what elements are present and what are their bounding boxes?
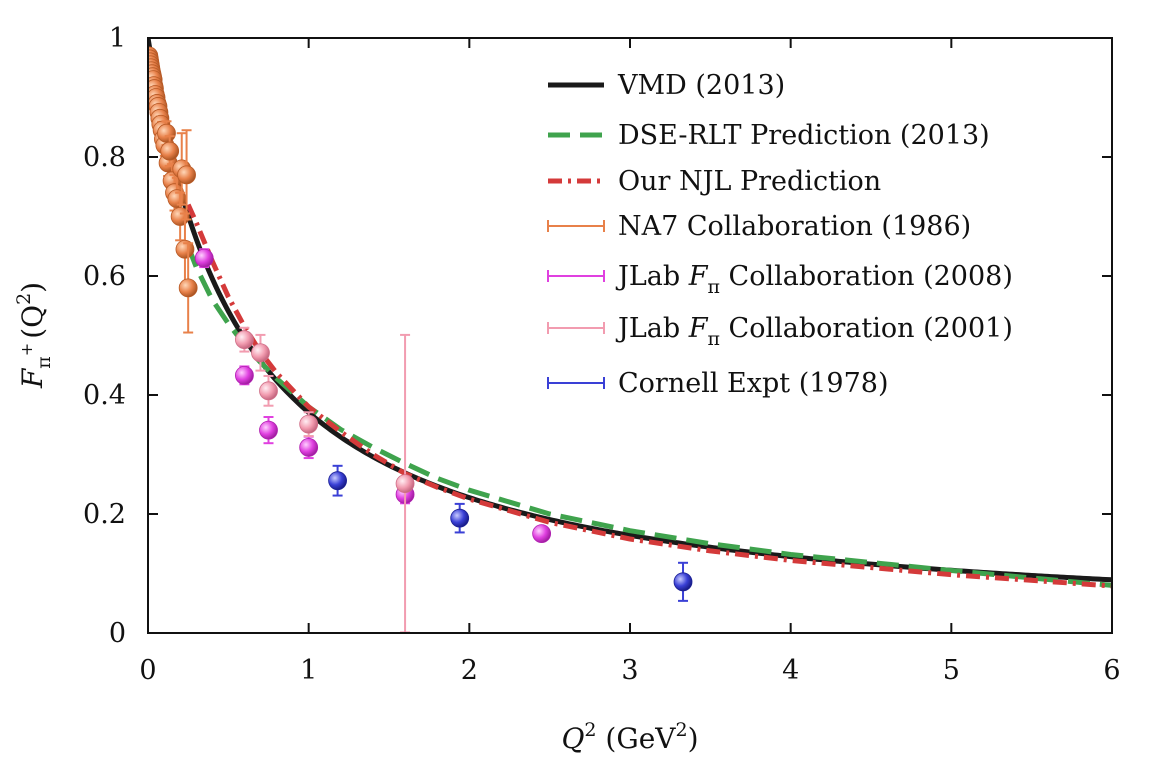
legend-swatch-cornell xyxy=(547,377,605,389)
data-point xyxy=(157,123,176,143)
legend-entry-njl: Our NJL Prediction xyxy=(548,166,881,197)
y-axis-title: Fπ+(Q2) xyxy=(13,282,55,389)
legend-entry-dse: DSE-RLT Prediction (2013) xyxy=(548,120,990,151)
y-tick-label: 0.2 xyxy=(83,499,126,530)
x-tick-label: 5 xyxy=(943,655,960,686)
legend-entry-vmd: VMD (2013) xyxy=(548,70,785,101)
curve-dse xyxy=(185,245,1112,588)
data-point xyxy=(234,330,254,350)
data-point xyxy=(328,471,347,491)
legend: VMD (2013) DSE-RLT Prediction (2013) Our… xyxy=(547,70,1013,399)
x-tick-label: 1 xyxy=(300,655,317,686)
legend-entry-jlab2008: JLab Fπ Collaboration (2008) xyxy=(547,261,1013,298)
legend-label-vmd: VMD (2013) xyxy=(617,70,785,101)
legend-label-njl: Our NJL Prediction xyxy=(618,166,881,197)
x-axis-title: Q2 (GeV2) xyxy=(561,719,698,755)
y-tick-label: 1 xyxy=(109,23,126,54)
data-point xyxy=(395,474,415,494)
data-point xyxy=(251,343,270,363)
legend-label-na7: NA7 Collaboration (1986) xyxy=(618,211,971,242)
x-tick-label: 6 xyxy=(1103,655,1120,686)
data-point xyxy=(673,572,693,592)
x-tick-label: 4 xyxy=(782,655,799,686)
y-tick-label: 0.6 xyxy=(83,261,126,292)
data-point xyxy=(175,239,195,259)
legend-entry-jlab2001: JLab Fπ Collaboration (2001) xyxy=(547,313,1013,350)
series-jlab2001 xyxy=(234,326,415,633)
data-point xyxy=(532,524,552,544)
legend-swatch-jlab2008 xyxy=(547,270,605,282)
data-point xyxy=(194,248,214,268)
legend-label-cornell: Cornell Expt (1978) xyxy=(618,368,888,399)
data-point xyxy=(178,278,198,298)
axis-ticks: 0 1 2 3 4 5 6 0 0.2 0.4 0.6 0.8 1 xyxy=(83,23,1121,686)
data-point xyxy=(259,381,278,401)
x-tick-label: 2 xyxy=(461,655,478,686)
data-point xyxy=(450,508,470,528)
legend-label-jlab2008: JLab Fπ Collaboration (2008) xyxy=(615,261,1013,298)
legend-entry-na7: NA7 Collaboration (1986) xyxy=(547,211,971,242)
y-tick-label: 0.8 xyxy=(83,142,126,173)
series-na7 xyxy=(148,46,198,334)
data-point xyxy=(177,165,196,185)
legend-entry-cornell: Cornell Expt (1978) xyxy=(547,368,888,399)
legend-label-dse: DSE-RLT Prediction (2013) xyxy=(618,120,990,151)
data-point xyxy=(259,420,278,440)
y-tick-label: 0.4 xyxy=(83,380,126,411)
data-point xyxy=(299,437,319,457)
series-cornell xyxy=(328,464,693,602)
curve-njl xyxy=(185,203,1112,589)
legend-label-jlab2001: JLab Fπ Collaboration (2001) xyxy=(615,313,1013,350)
legend-swatch-jlab2001 xyxy=(547,322,605,334)
data-point xyxy=(160,141,180,161)
series-jlab2008 xyxy=(194,248,552,544)
legend-swatch-na7 xyxy=(547,220,605,232)
x-tick-label: 0 xyxy=(139,655,156,686)
data-points xyxy=(148,46,693,633)
y-tick-label: 0 xyxy=(109,618,126,649)
data-point xyxy=(299,414,319,434)
data-point xyxy=(234,365,254,385)
x-tick-label: 3 xyxy=(621,655,638,686)
